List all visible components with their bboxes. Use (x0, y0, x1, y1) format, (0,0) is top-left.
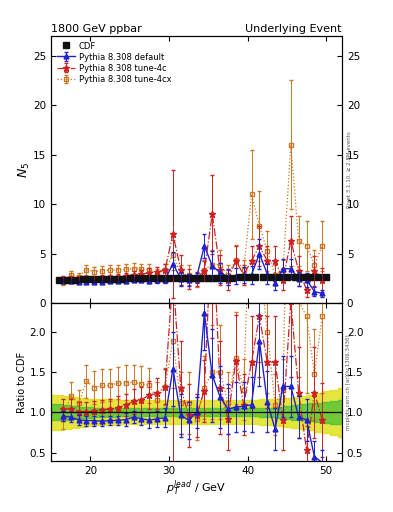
CDF (112, 275, 116, 282)
CDF (237, 274, 242, 280)
CDF (245, 274, 250, 280)
CDF (80, 276, 85, 282)
CDF (88, 276, 93, 282)
Text: 1800 GeV ppbar: 1800 GeV ppbar (51, 24, 142, 34)
CDF (167, 274, 171, 281)
Text: Rivet 3.1.10, ≥ 2.8M events: Rivet 3.1.10, ≥ 2.8M events (346, 131, 351, 208)
CDF (135, 275, 140, 281)
CDF (96, 276, 101, 282)
Text: Underlying Event: Underlying Event (245, 24, 342, 34)
CDF (119, 275, 124, 282)
CDF (143, 275, 148, 281)
Y-axis label: $N_5$: $N_5$ (17, 161, 31, 178)
CDF (104, 275, 108, 282)
CDF (308, 274, 313, 280)
CDF (316, 274, 321, 280)
CDF (190, 274, 195, 281)
CDF (182, 274, 187, 281)
CDF (64, 276, 69, 283)
CDF (198, 274, 203, 281)
Text: mcplots.cern.ch [arXiv:1306.3436]: mcplots.cern.ch [arXiv:1306.3436] (346, 334, 351, 430)
CDF (174, 274, 179, 281)
CDF (159, 275, 163, 281)
Line: CDF: CDF (56, 274, 329, 283)
Legend: CDF, Pythia 8.308 default, Pythia 8.308 tune-4c, Pythia 8.308 tune-4cx: CDF, Pythia 8.308 default, Pythia 8.308 … (55, 40, 173, 86)
CDF (253, 274, 258, 280)
CDF (214, 274, 219, 281)
CDF (151, 275, 156, 281)
CDF (230, 274, 234, 281)
CDF (277, 274, 281, 280)
CDF (285, 274, 289, 280)
CDF (222, 274, 226, 281)
CDF (269, 274, 274, 280)
Y-axis label: Ratio to CDF: Ratio to CDF (17, 352, 27, 413)
CDF (261, 274, 266, 280)
CDF (57, 276, 61, 283)
CDF (72, 276, 77, 283)
CDF (300, 274, 305, 280)
CDF (206, 274, 211, 281)
CDF (324, 274, 329, 280)
CDF (127, 275, 132, 281)
X-axis label: $p_T^{lead}$ / GeV: $p_T^{lead}$ / GeV (166, 478, 227, 498)
CDF (292, 274, 297, 280)
